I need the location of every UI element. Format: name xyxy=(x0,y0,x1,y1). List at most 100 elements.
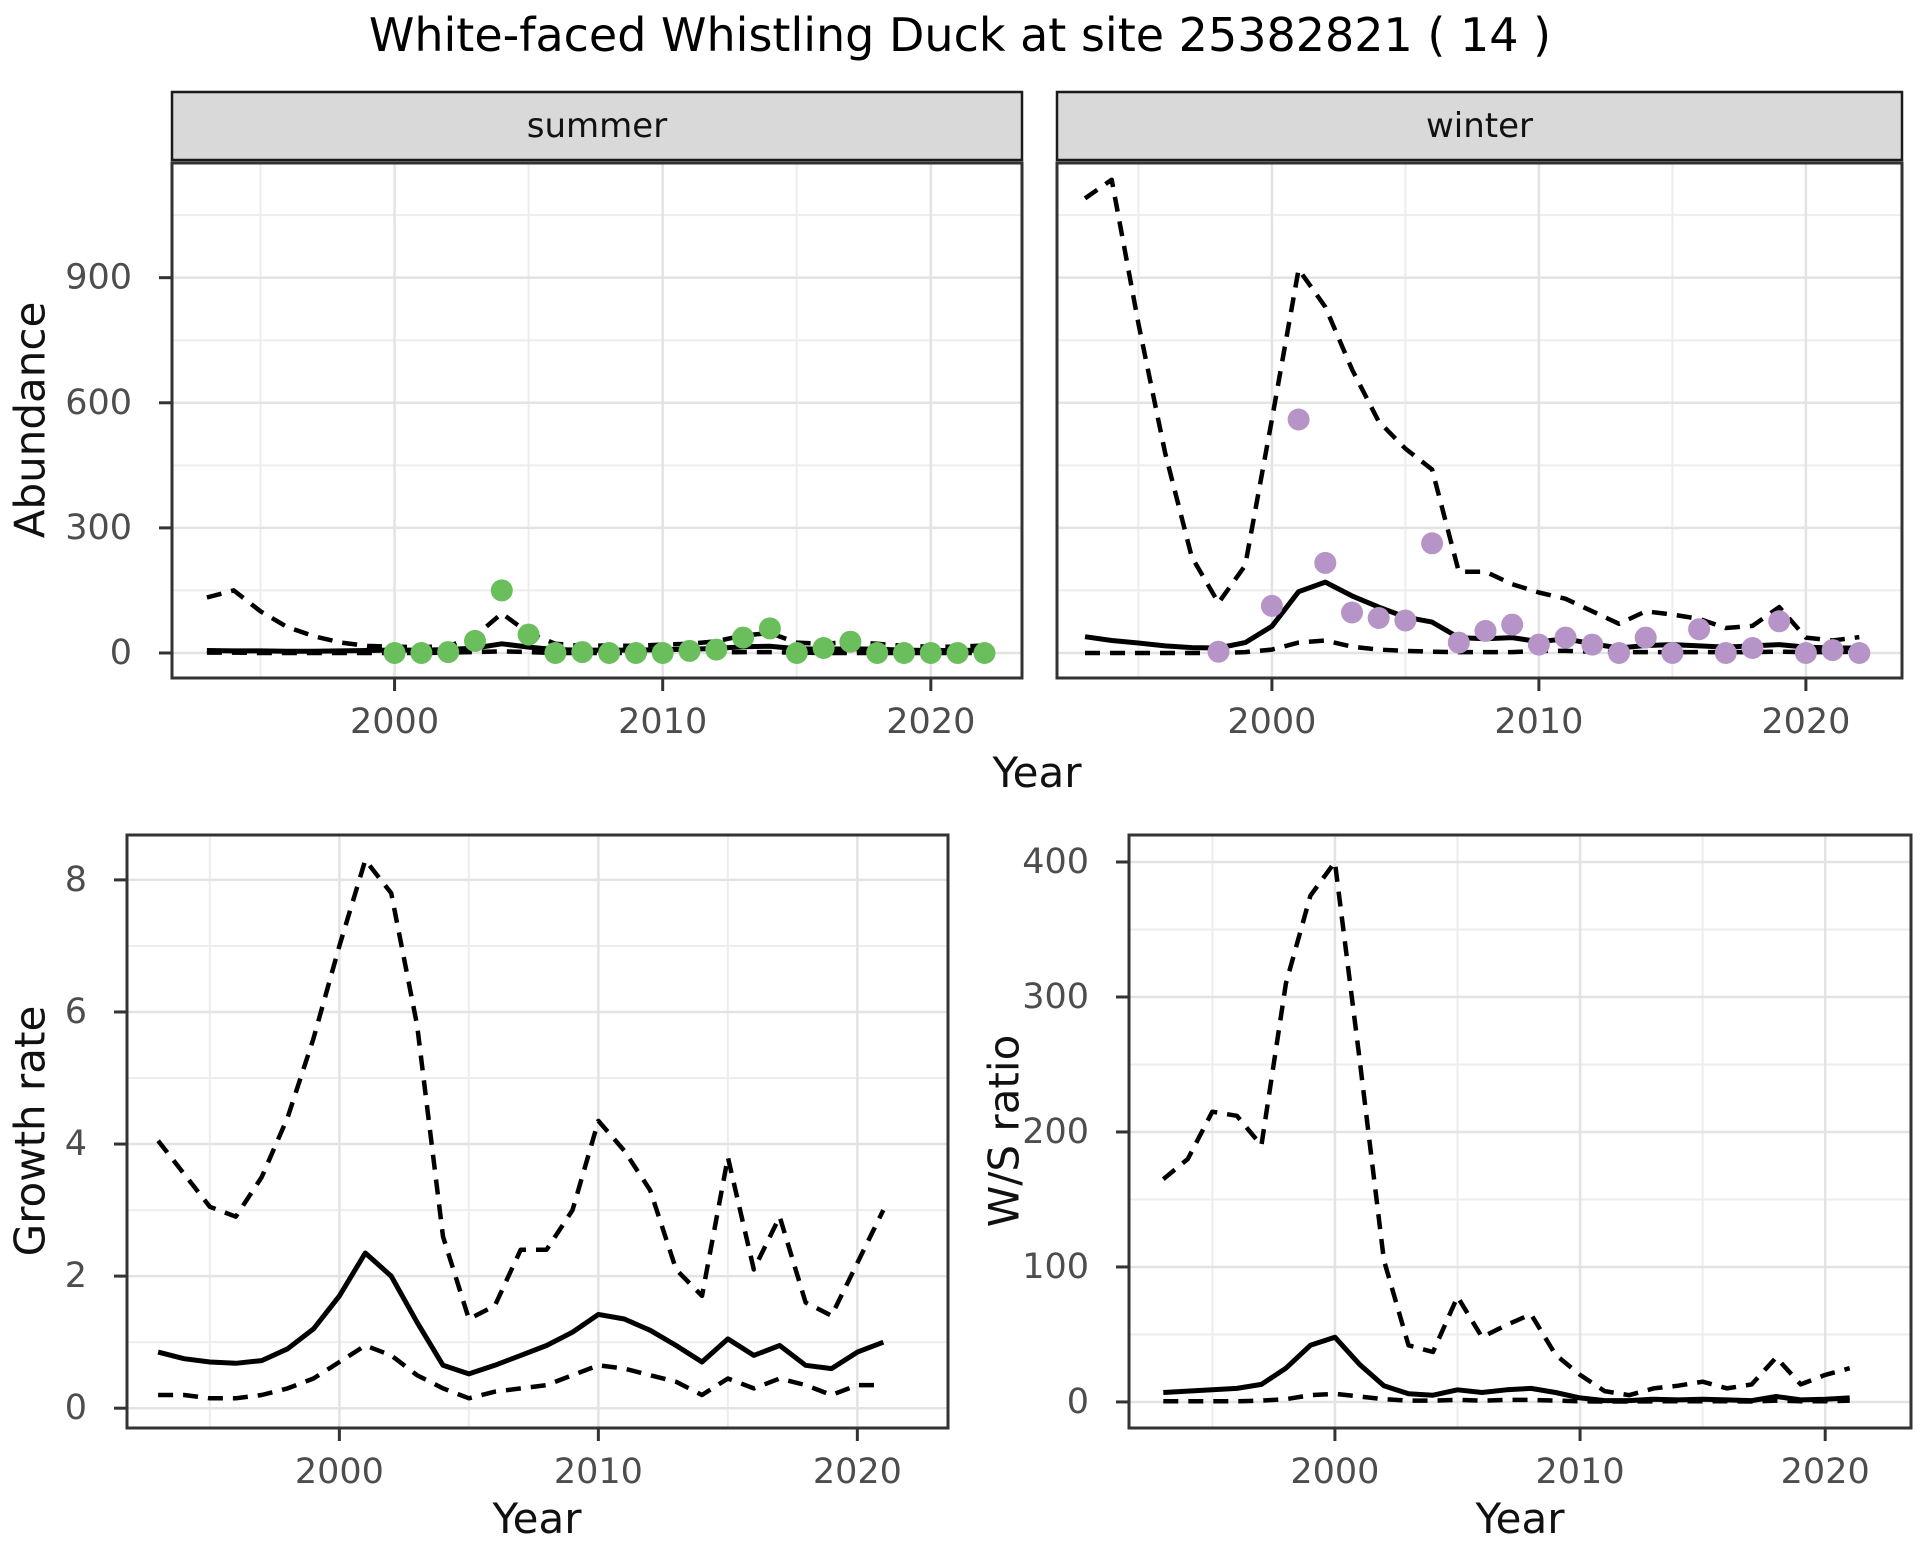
observation-point xyxy=(571,641,594,664)
growth-rate-data-layer xyxy=(156,857,886,1401)
observation-point xyxy=(705,638,728,661)
x-tick-label: 2000 xyxy=(350,702,439,742)
observation-point xyxy=(1394,609,1417,632)
x-tick-label: 2020 xyxy=(813,1452,902,1492)
panel-border xyxy=(170,161,1024,680)
observation-point xyxy=(1554,626,1577,649)
y-tick-label: 300 xyxy=(65,508,132,548)
observation-point xyxy=(1287,408,1310,431)
observation-point xyxy=(1581,633,1604,656)
observation-point xyxy=(893,642,915,664)
y-tick-label: 200 xyxy=(1022,1112,1089,1152)
x-tick-label: 2010 xyxy=(618,702,707,742)
page-title: White-faced Whistling Duck at site 25382… xyxy=(368,8,1552,62)
observation-point xyxy=(1501,613,1524,636)
observation-point xyxy=(973,642,996,664)
facet-strip xyxy=(1055,90,1904,162)
observation-point xyxy=(1341,601,1363,624)
y-tick-label: 100 xyxy=(1022,1247,1089,1287)
panel-background xyxy=(172,163,1022,678)
observation-point xyxy=(437,641,460,664)
abundance-summer-data-layer xyxy=(206,579,996,664)
observation-point xyxy=(678,639,701,662)
observation-point xyxy=(1768,610,1791,633)
observation-point xyxy=(1634,626,1657,649)
observation-point xyxy=(1314,551,1337,574)
y-tick-label: 2 xyxy=(65,1256,87,1296)
observation-point xyxy=(544,642,567,664)
observation-point xyxy=(1608,642,1630,664)
observation-point xyxy=(946,642,969,664)
observation-point xyxy=(758,617,781,640)
observation-point xyxy=(732,626,755,649)
y-tick-label: 4 xyxy=(65,1124,87,1164)
observation-point xyxy=(1474,619,1497,642)
observation-point xyxy=(1260,594,1283,617)
observation-point xyxy=(785,642,808,664)
y-axis-title-growth-rate: Growth rate xyxy=(5,1005,55,1257)
x-tick-label: 2020 xyxy=(886,702,975,742)
observation-point xyxy=(464,629,486,652)
observation-point xyxy=(1794,642,1817,664)
observation-point xyxy=(517,623,540,646)
facet-strip-label-summer: summer xyxy=(526,106,668,146)
x-axis-title-year-ws: Year xyxy=(1475,1494,1565,1543)
x-tick-label: 2000 xyxy=(295,1452,384,1492)
ws-ratio-lower-ci-line xyxy=(1163,1391,1850,1404)
growth-rate-median-line xyxy=(157,1250,885,1377)
observation-point xyxy=(812,637,835,659)
observation-point xyxy=(1367,607,1390,629)
x-tick-label: 2010 xyxy=(1536,1452,1625,1492)
observation-point xyxy=(1848,642,1871,664)
observation-point xyxy=(1447,631,1470,654)
observation-point xyxy=(651,642,674,664)
facet-strip-label-winter: winter xyxy=(1425,106,1534,146)
abundance-winter-upper-ci-line xyxy=(1083,177,1860,643)
x-axis-title-year-growth: Year xyxy=(492,1494,582,1543)
abundance-winter-data-layer xyxy=(1083,177,1871,664)
observation-point xyxy=(1714,642,1737,664)
observation-point xyxy=(1421,532,1444,555)
observation-point xyxy=(1661,642,1684,664)
ws-ratio-data-layer xyxy=(1161,859,1851,1404)
y-tick-label: 900 xyxy=(65,258,132,298)
y-tick-label: 600 xyxy=(65,383,132,423)
y-tick-label: 400 xyxy=(1022,842,1089,882)
observation-point xyxy=(410,642,433,664)
x-tick-label: 2000 xyxy=(1290,1452,1379,1492)
panel-background xyxy=(1057,163,1902,678)
observation-point xyxy=(1688,618,1711,641)
y-tick-label: 0 xyxy=(110,633,132,673)
growth-rate-upper-ci-line xyxy=(156,857,886,1322)
x-tick-label: 2020 xyxy=(1781,1452,1870,1492)
growth-rate-lower-ci-line xyxy=(158,1343,884,1401)
observation-point xyxy=(919,642,942,664)
y-axis-title-abundance: Abundance xyxy=(5,301,55,539)
abundance-summer-panel: 2000 2010 2020 0 300 600 900 xyxy=(65,90,1024,742)
y-tick-label: 6 xyxy=(65,992,87,1032)
ws-ratio-median-line xyxy=(1163,1334,1850,1404)
x-tick-label: 2020 xyxy=(1761,702,1850,742)
y-tick-label: 300 xyxy=(1022,977,1089,1017)
x-tick-label: 2010 xyxy=(1494,702,1583,742)
y-tick-label: 0 xyxy=(1067,1382,1089,1422)
x-tick-label: 2010 xyxy=(554,1452,643,1492)
observation-point xyxy=(1527,633,1550,656)
observation-point xyxy=(490,579,513,602)
observation-point xyxy=(866,642,889,664)
observation-point xyxy=(839,630,862,653)
y-tick-label: 0 xyxy=(65,1388,87,1428)
facet-strip xyxy=(170,90,1024,162)
panel-background xyxy=(127,835,948,1428)
observation-point xyxy=(1821,639,1844,662)
observation-point xyxy=(383,642,406,664)
observation-point xyxy=(624,642,647,664)
x-tick-label: 2000 xyxy=(1227,702,1316,742)
ws-ratio-panel: 2000 2010 2020 0 100 200 300 400 xyxy=(1022,833,1913,1492)
abundance-winter-panel: 2000 2010 2020 xyxy=(1055,90,1904,742)
growth-rate-panel: 2000 2010 2020 0 2 4 6 8 xyxy=(65,833,950,1492)
observation-point xyxy=(1741,637,1764,659)
panel-border xyxy=(1055,161,1904,680)
x-axis-title-year-top: Year xyxy=(992,748,1082,797)
